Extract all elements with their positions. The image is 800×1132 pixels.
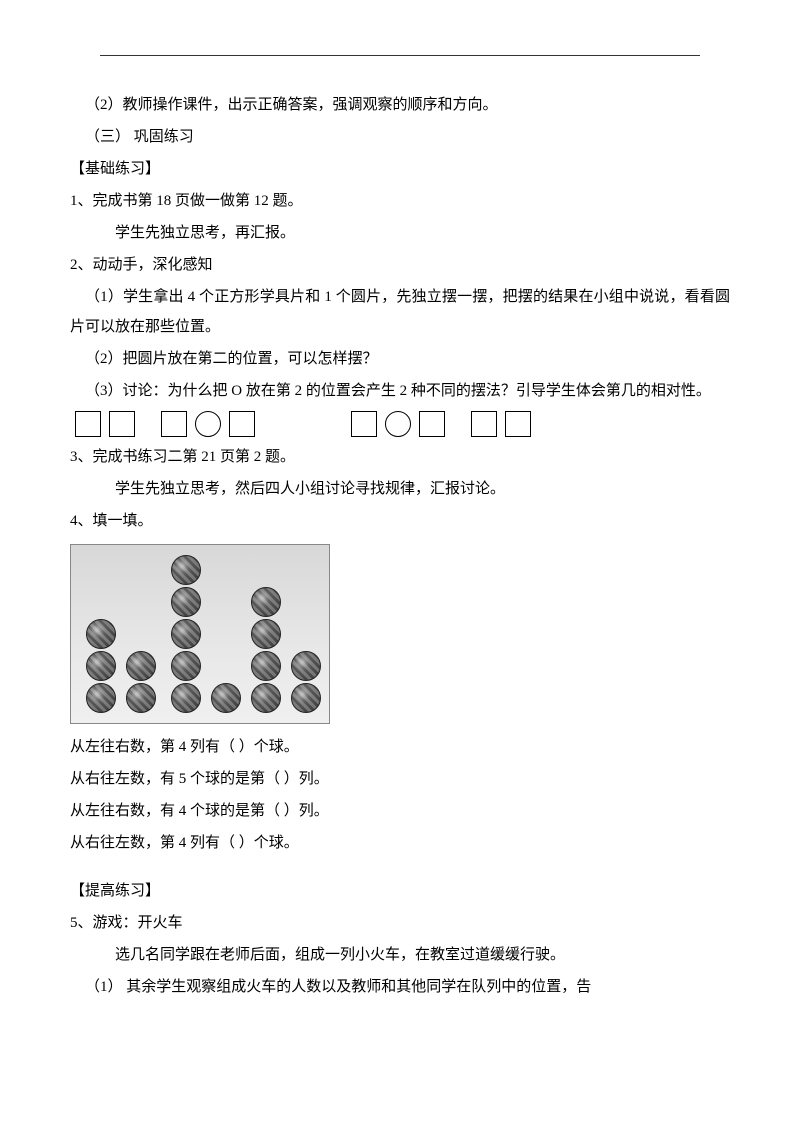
paragraph: （2）教师操作课件，出示正确答案，强调观察的顺序和方向。 bbox=[70, 90, 730, 120]
square-shape bbox=[161, 411, 187, 437]
square-shape bbox=[75, 411, 101, 437]
question: 从右往左数，有 5 个球的是第（ ）列。 bbox=[70, 764, 730, 794]
circle-shape bbox=[385, 411, 411, 437]
paragraph: 学生先独立思考，再汇报。 bbox=[70, 218, 730, 248]
list-item: 3、完成书练习二第 21 页第 2 题。 bbox=[70, 442, 730, 472]
ball-icon bbox=[291, 651, 321, 681]
paragraph: （三） 巩固练习 bbox=[70, 122, 730, 152]
ball-icon bbox=[171, 683, 201, 713]
ball-icon bbox=[251, 683, 281, 713]
list-item: 4、填一填。 bbox=[70, 506, 730, 536]
ball-icon bbox=[251, 619, 281, 649]
ball-icon bbox=[171, 587, 201, 617]
square-shape bbox=[229, 411, 255, 437]
ball-icon bbox=[171, 619, 201, 649]
chart-column bbox=[251, 587, 281, 713]
ball-icon bbox=[251, 651, 281, 681]
square-shape bbox=[471, 411, 497, 437]
square-shape bbox=[109, 411, 135, 437]
paragraph: 学生先独立思考，然后四人小组讨论寻找规律，汇报讨论。 bbox=[70, 474, 730, 504]
ball-icon bbox=[211, 683, 241, 713]
ball-icon bbox=[126, 683, 156, 713]
ball-icon bbox=[86, 683, 116, 713]
list-item: 1、完成书第 18 页做一做第 12 题。 bbox=[70, 186, 730, 216]
chart-column bbox=[211, 683, 241, 713]
section-heading: 【基础练习】 bbox=[70, 154, 730, 184]
section-heading: 【提高练习】 bbox=[70, 876, 730, 906]
chart-column bbox=[126, 651, 156, 713]
ball-icon bbox=[126, 651, 156, 681]
ball-icon bbox=[171, 651, 201, 681]
ball-icon bbox=[171, 555, 201, 585]
question: 从左往右数，有 4 个球的是第（ ）列。 bbox=[70, 796, 730, 826]
ball-icon bbox=[86, 651, 116, 681]
shape-diagram-row bbox=[70, 411, 730, 437]
paragraph: （1） 其余学生观察组成火车的人数以及教师和其他同学在队列中的位置，告 bbox=[70, 972, 730, 1002]
paragraph: 选几名同学跟在老师后面，组成一列小火车，在教室过道缓缓行驶。 bbox=[70, 940, 730, 970]
paragraph: （1）学生拿出 4 个正方形学具片和 1 个圆片，先独立摆一摆，把摆的结果在小组… bbox=[70, 282, 730, 342]
chart-column bbox=[291, 651, 321, 713]
chart-column bbox=[171, 555, 201, 713]
question: 从左往右数，第 4 列有（ ）个球。 bbox=[70, 732, 730, 762]
ball-icon bbox=[251, 587, 281, 617]
list-item: 5、游戏：开火车 bbox=[70, 908, 730, 938]
square-shape bbox=[505, 411, 531, 437]
square-shape bbox=[351, 411, 377, 437]
square-shape bbox=[419, 411, 445, 437]
list-item: 2、动动手，深化感知 bbox=[70, 250, 730, 280]
ball-icon bbox=[86, 619, 116, 649]
question: 从右往左数，第 4 列有（ ）个球。 bbox=[70, 828, 730, 858]
ball-icon bbox=[291, 683, 321, 713]
ball-chart bbox=[70, 544, 330, 724]
chart-column bbox=[86, 619, 116, 713]
header-rule bbox=[100, 55, 700, 56]
page-content: （2）教师操作课件，出示正确答案，强调观察的顺序和方向。 （三） 巩固练习 【基… bbox=[70, 90, 730, 1002]
circle-shape bbox=[195, 411, 221, 437]
paragraph: （3）讨论：为什么把 O 放在第 2 的位置会产生 2 种不同的摆法？引导学生体… bbox=[70, 376, 730, 406]
paragraph: （2）把圆片放在第二的位置，可以怎样摆？ bbox=[70, 344, 730, 374]
